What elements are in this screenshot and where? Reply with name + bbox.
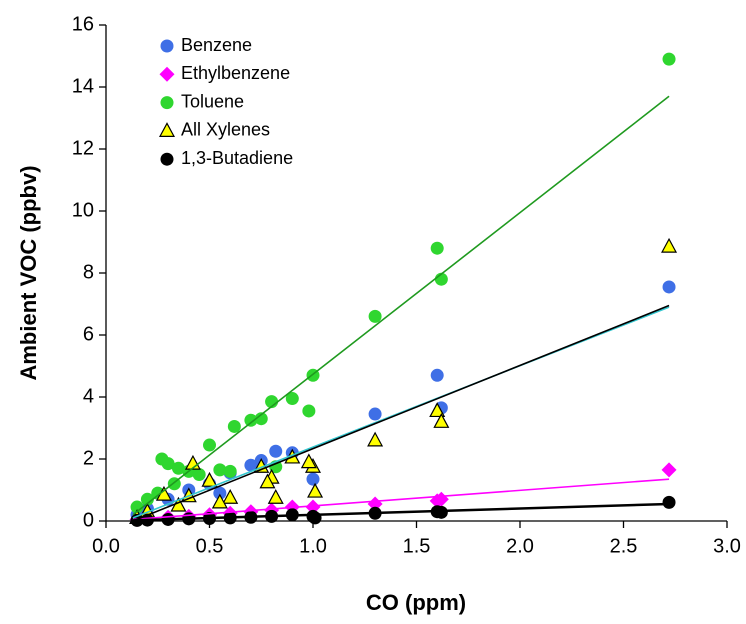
x-axis-label: CO (ppm) bbox=[366, 590, 466, 615]
data-point bbox=[223, 464, 237, 478]
x-tick-label: 1.0 bbox=[299, 535, 327, 557]
data-point bbox=[213, 486, 227, 500]
data-point bbox=[433, 413, 450, 428]
data-point bbox=[269, 444, 283, 458]
data-point bbox=[368, 309, 382, 323]
trend-line bbox=[132, 502, 670, 522]
y-tick-label: 0 bbox=[83, 509, 94, 531]
data-point bbox=[259, 473, 276, 489]
data-point bbox=[302, 404, 316, 418]
data-point bbox=[662, 280, 676, 294]
data-point bbox=[244, 458, 258, 472]
legend-marker bbox=[158, 122, 176, 137]
data-point bbox=[430, 368, 444, 382]
legend-marker bbox=[159, 66, 175, 82]
y-tick-label: 8 bbox=[83, 261, 94, 283]
data-point bbox=[140, 492, 154, 506]
data-point bbox=[661, 237, 678, 253]
y-tick-label: 12 bbox=[72, 137, 94, 159]
data-point bbox=[300, 453, 317, 469]
data-point bbox=[306, 472, 320, 486]
data-point bbox=[130, 500, 144, 514]
legend-marker bbox=[160, 39, 174, 53]
legend-label: Benzene bbox=[181, 35, 252, 55]
y-tick-label: 6 bbox=[83, 323, 94, 345]
legend-label: 1,3-Butadiene bbox=[181, 148, 293, 168]
y-tick-label: 2 bbox=[83, 447, 94, 469]
data-point bbox=[171, 461, 185, 475]
data-point bbox=[305, 499, 321, 515]
data-point bbox=[368, 407, 382, 421]
data-point bbox=[161, 457, 175, 471]
legend-marker bbox=[160, 152, 174, 166]
data-point bbox=[213, 463, 227, 477]
y-tick-label: 16 bbox=[72, 13, 94, 35]
x-tick-label: 2.5 bbox=[610, 535, 638, 557]
y-tick-label: 10 bbox=[72, 199, 94, 221]
data-point bbox=[244, 413, 258, 427]
y-axis-label: Ambient VOC (ppbv) bbox=[16, 165, 41, 380]
x-tick-label: 0.5 bbox=[196, 535, 224, 557]
data-point bbox=[434, 505, 448, 519]
y-tick-label: 4 bbox=[83, 385, 94, 407]
trend-line bbox=[132, 95, 670, 516]
legend-label: Toluene bbox=[181, 91, 244, 111]
data-point bbox=[285, 392, 299, 406]
trend-line bbox=[132, 304, 670, 522]
y-tick-label: 14 bbox=[72, 75, 94, 97]
data-point bbox=[662, 52, 676, 66]
data-point bbox=[211, 493, 228, 509]
data-point bbox=[430, 241, 444, 255]
data-point bbox=[661, 462, 677, 478]
x-tick-label: 1.5 bbox=[403, 535, 431, 557]
data-point bbox=[307, 482, 324, 498]
x-tick-label: 3.0 bbox=[713, 535, 741, 557]
data-point bbox=[201, 471, 218, 487]
legend-marker bbox=[160, 96, 174, 110]
data-point bbox=[227, 419, 241, 433]
data-point bbox=[254, 412, 268, 426]
legend-label: Ethylbenzene bbox=[181, 63, 290, 83]
data-point bbox=[308, 511, 322, 525]
data-point bbox=[192, 468, 206, 481]
legend-label: All Xylenes bbox=[181, 120, 270, 140]
x-tick-label: 2.0 bbox=[506, 535, 534, 557]
data-point bbox=[222, 488, 239, 504]
data-point bbox=[267, 488, 284, 504]
data-point bbox=[429, 402, 446, 418]
trend-line bbox=[132, 478, 670, 521]
x-tick-label: 0.0 bbox=[92, 535, 120, 557]
data-point bbox=[662, 495, 676, 509]
data-point bbox=[203, 438, 216, 452]
data-point bbox=[367, 431, 384, 447]
